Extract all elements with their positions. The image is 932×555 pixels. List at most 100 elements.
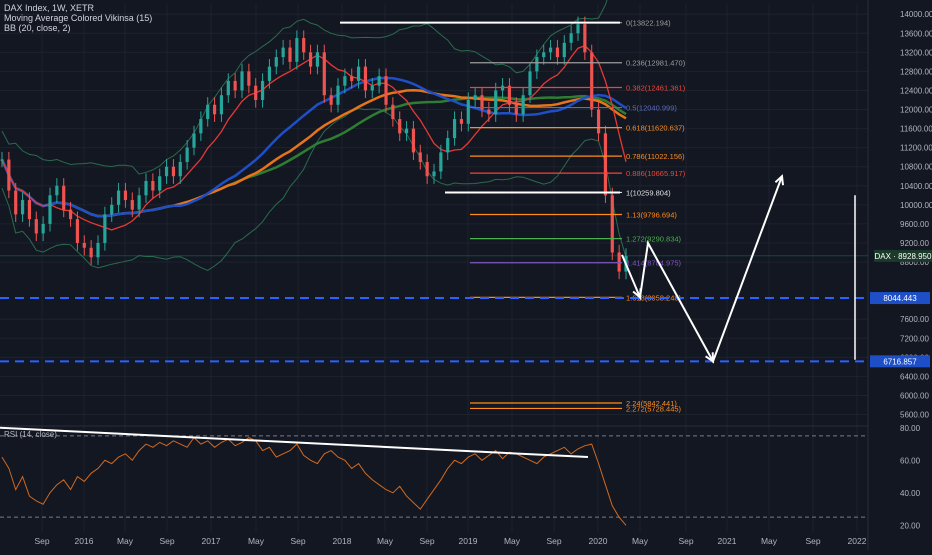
- price-tick-label: 9200.00: [900, 239, 929, 248]
- candle-body: [158, 176, 162, 191]
- candle-body: [569, 33, 573, 43]
- rsi-tick-label: 80.00: [900, 424, 921, 433]
- rsi-label: RSI (14, close): [4, 430, 57, 439]
- fib-level-label: 1(10259.804): [626, 188, 671, 197]
- candle-body: [596, 109, 601, 134]
- price-tick-label: 9600.00: [900, 220, 929, 229]
- fib-level-label: 0(13822.194): [626, 19, 671, 28]
- candle-body: [123, 190, 128, 201]
- time-tick-label: May: [761, 536, 778, 546]
- rsi-trendline: [0, 426, 589, 459]
- candle-body: [212, 104, 217, 115]
- candle-body: [322, 52, 326, 96]
- candle-body: [535, 57, 539, 72]
- candle-body: [521, 95, 525, 115]
- fib-level-label: 0.786(11022.156): [626, 152, 685, 161]
- price-tick-label: 12000.00: [900, 106, 932, 115]
- price-tick-label: 14000.00: [900, 10, 932, 19]
- candle-body: [164, 166, 169, 177]
- time-tick-label: Sep: [546, 536, 561, 546]
- candle-body: [391, 104, 395, 120]
- candle-body: [185, 147, 189, 162]
- candle-body: [55, 185, 59, 196]
- candle-body: [562, 42, 566, 58]
- time-tick-label: May: [117, 536, 134, 546]
- time-tick-label: 2020: [589, 536, 608, 546]
- current-price-badge: [874, 249, 932, 262]
- fib-level-label: 1.272(9290.834): [626, 235, 682, 244]
- bollinger-upper-band: [1, 0, 608, 175]
- time-tick-label: May: [632, 536, 649, 546]
- candle-body: [425, 161, 429, 177]
- price-tick-label: 7600.00: [900, 315, 929, 324]
- time-tick-label: Sep: [159, 536, 174, 546]
- price-tick-label: 6000.00: [900, 391, 929, 400]
- candle-body: [302, 38, 306, 53]
- candle-body: [206, 104, 210, 120]
- candle-body: [617, 252, 621, 272]
- arrow-head-down-2: [705, 352, 715, 364]
- candle-body: [507, 85, 512, 105]
- candle-body: [404, 128, 409, 134]
- fib-level-label: 1.414(8784.975): [626, 259, 682, 268]
- fib-level-label: 0.886(10665.917): [626, 169, 686, 178]
- price-tick-label: 10000.00: [900, 201, 932, 210]
- candle-body: [473, 95, 477, 100]
- candle-body: [199, 119, 203, 134]
- candle-body: [480, 95, 484, 110]
- time-tick-label: May: [504, 536, 521, 546]
- candle-body: [528, 71, 532, 96]
- candle-body: [459, 119, 464, 124]
- candle-body: [137, 195, 141, 210]
- candle-body: [48, 195, 52, 224]
- candle-body: [603, 133, 608, 196]
- rsi-tick-label: 60.00: [900, 456, 921, 465]
- time-tick-label: 2017: [202, 536, 221, 546]
- candle-body: [548, 47, 553, 53]
- time-tick-label: 2019: [459, 536, 478, 546]
- price-tick-label: 11600.00: [900, 125, 932, 134]
- candle-body: [336, 85, 340, 105]
- price-tick-label: 8800.00: [900, 258, 929, 267]
- candle-body: [288, 47, 292, 62]
- time-tick-label: May: [377, 536, 394, 546]
- fib-level-label: 2.272(5728.445): [626, 404, 682, 413]
- price-level-label: 6716.857: [883, 357, 917, 366]
- candle-body: [247, 71, 251, 86]
- candle-body: [439, 152, 443, 172]
- fib-level-label: 0.618(11620.637): [626, 124, 685, 133]
- candle-body: [14, 190, 18, 215]
- legend-indicator-ma: Moving Average Colored Vikinsa (15): [4, 13, 153, 23]
- candle-body: [418, 152, 422, 162]
- candle-body: [75, 219, 80, 243]
- price-tick-label: 13200.00: [900, 48, 932, 57]
- price-tick-label: 10800.00: [900, 163, 932, 172]
- rsi-line: [1, 436, 627, 526]
- candle-body: [281, 47, 285, 58]
- current-price-label: DAX · 8928.950: [875, 252, 932, 261]
- candle-body: [144, 181, 148, 196]
- candle-body: [350, 76, 354, 81]
- candle-body: [398, 119, 402, 134]
- candle-body: [171, 166, 176, 177]
- candle-body: [62, 185, 66, 210]
- candle-body: [254, 85, 258, 100]
- candle-body: [370, 85, 374, 91]
- candle-body: [555, 47, 560, 58]
- time-tick-label: 2016: [75, 536, 94, 546]
- time-tick-label: 2022: [848, 536, 867, 546]
- candle-body: [240, 71, 244, 91]
- price-level-badge: [870, 292, 930, 305]
- candle-body: [96, 242, 100, 258]
- candle-body: [514, 104, 518, 115]
- candle-body: [590, 52, 594, 110]
- candle-body: [7, 159, 11, 191]
- candle-body: [260, 80, 265, 100]
- candle-body: [384, 76, 388, 105]
- candle-body: [178, 161, 182, 177]
- rsi-tick-label: 20.00: [900, 521, 921, 530]
- fib-level-label: 1.13(9796.694): [626, 211, 677, 220]
- candle-body: [233, 80, 237, 91]
